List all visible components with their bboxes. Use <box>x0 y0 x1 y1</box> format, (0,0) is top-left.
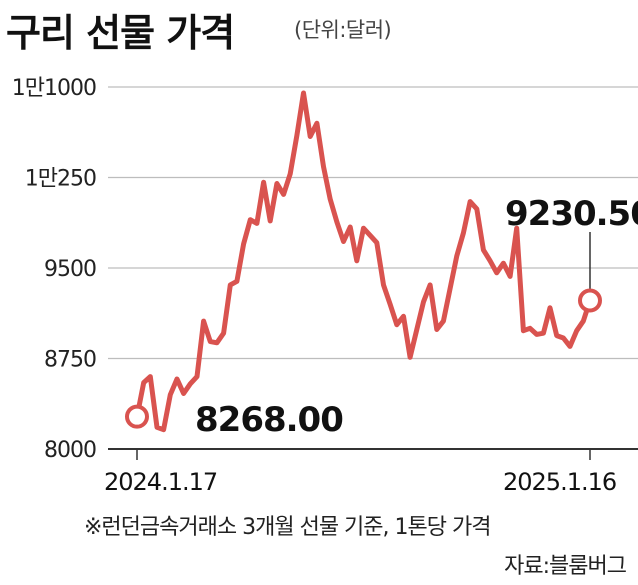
chart-title: 구리 선물 가격 <box>6 11 235 55</box>
start-point-marker <box>125 404 149 429</box>
series-line <box>134 90 593 433</box>
start-value-label: 8268.00 <box>195 400 343 440</box>
x-label-end: 2025.1.16 <box>503 468 616 496</box>
y-tick-labels: 8000 8750 9500 1만250 1만1000 <box>12 76 97 463</box>
end-point-marker <box>578 288 602 313</box>
unit-label: (단위:달러) <box>294 18 392 42</box>
source-credit: 자료:블룸버그 <box>504 554 627 579</box>
y-tick-label: 9500 <box>44 257 96 282</box>
y-tick-label: 8000 <box>44 438 96 463</box>
grid-layer <box>108 86 638 360</box>
footnote: ※런던금속거래소 3개월 선물 기준, 1톤당 가격 <box>84 515 491 540</box>
y-tick-label: 1만1000 <box>12 76 96 101</box>
end-value-label: 9230.50 <box>505 194 638 234</box>
y-tick-label: 1만250 <box>25 167 96 192</box>
y-tick-label: 8750 <box>44 348 96 373</box>
x-label-start: 2024.1.17 <box>104 468 217 496</box>
